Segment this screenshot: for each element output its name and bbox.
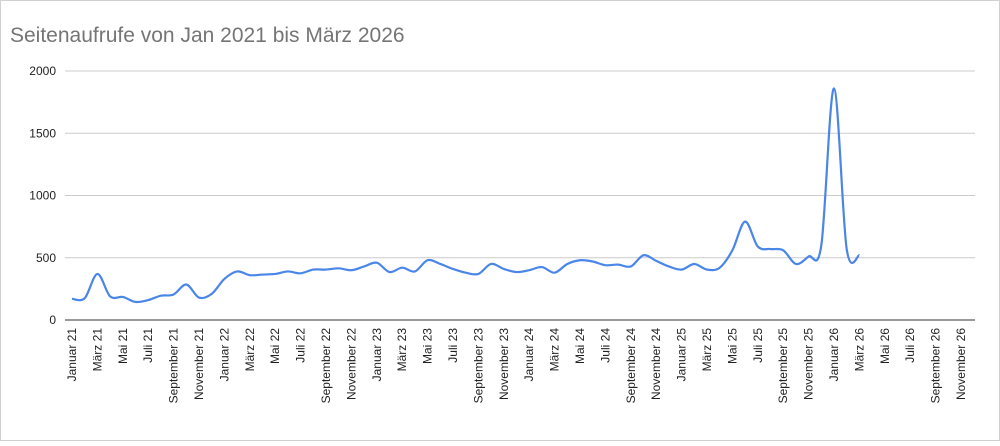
y-tick-label: 1000 (29, 189, 56, 203)
x-tick-label: September 23 (471, 328, 485, 404)
x-tick-label: Mai 24 (573, 328, 587, 364)
y-tick-label: 500 (36, 251, 56, 265)
x-tick-label: Juli 24 (598, 328, 612, 363)
x-tick-label: März 21 (90, 328, 104, 372)
x-tick-label: November 26 (954, 328, 968, 400)
x-tick-label: Juli 23 (446, 328, 460, 363)
x-tick-label: September 21 (167, 328, 181, 404)
x-tick-label: September 26 (929, 328, 943, 404)
x-tick-label: September 24 (624, 328, 638, 404)
x-tick-label: November 22 (344, 328, 358, 400)
x-tick-label: Mai 26 (878, 328, 892, 364)
chart-title: Seitenaufrufe von Jan 2021 bis März 2026 (10, 24, 405, 47)
x-tick-label: Juli 22 (294, 328, 308, 363)
x-tick-label: November 23 (497, 328, 511, 400)
x-tick-label: Juli 21 (141, 328, 155, 363)
x-tick-label: März 25 (700, 328, 714, 372)
x-tick-label: März 22 (243, 328, 257, 372)
y-tick-label: 2000 (29, 64, 56, 78)
x-tick-label: September 25 (776, 328, 790, 404)
x-tick-label: Januar 24 (522, 328, 536, 382)
x-tick-label: Januar 22 (217, 328, 231, 382)
y-tick-label: 0 (49, 313, 56, 327)
x-tick-label: Mai 21 (116, 328, 130, 364)
x-tick-label: März 23 (395, 328, 409, 372)
x-tick-label: Mai 25 (725, 328, 739, 364)
x-tick-label: Januar 21 (65, 328, 79, 382)
line-series (71, 87, 861, 304)
x-tick-label: Juli 25 (751, 328, 765, 363)
x-tick-label: Januar 26 (827, 328, 841, 382)
x-tick-label: Juli 26 (903, 328, 917, 363)
x-tick-label: März 26 (852, 328, 866, 372)
x-tick-label: März 24 (548, 328, 562, 372)
y-tick-label: 1500 (29, 126, 56, 140)
x-tick-label: Mai 22 (268, 328, 282, 364)
x-tick-label: September 22 (319, 328, 333, 404)
x-tick-label: November 25 (802, 328, 816, 400)
x-tick-label: November 24 (649, 328, 663, 400)
x-tick-label: Mai 23 (421, 328, 435, 364)
x-tick-label: Januar 23 (370, 328, 384, 382)
x-tick-label: Januar 25 (675, 328, 689, 382)
x-tick-label: November 21 (192, 328, 206, 400)
